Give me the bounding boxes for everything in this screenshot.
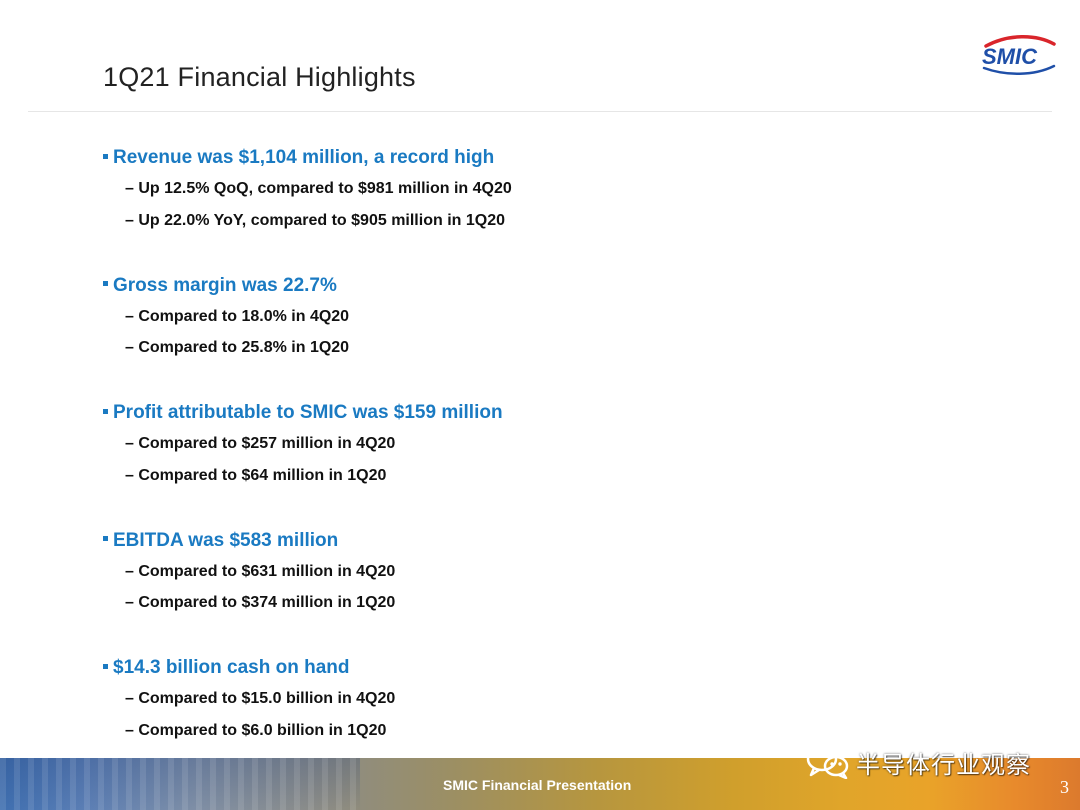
bullet-heading: Revenue was $1,104 million, a record hig… (103, 142, 903, 173)
title-divider (28, 111, 1052, 112)
highlight-section-ebitda: EBITDA was $583 million – Compared to $6… (103, 525, 903, 653)
bullet-heading: Profit attributable to SMIC was $159 mil… (103, 397, 903, 428)
sub-bullet: – Compared to $374 million in 1Q20 (125, 594, 396, 611)
sub-bullet: – Compared to $64 million in 1Q20 (125, 466, 387, 484)
bullet-heading: EBITDA was $583 million (103, 525, 903, 556)
highlight-section-gross-margin: Gross margin was 22.7% – Compared to 18.… (103, 270, 903, 398)
bullet-heading-text: $14.3 billion cash on hand (113, 657, 350, 678)
smic-logo: SMIC (978, 32, 1058, 78)
page-number: 3 (1060, 777, 1069, 797)
wechat-icon (806, 746, 849, 779)
square-bullet-icon (103, 153, 108, 159)
sub-bullet: – Compared to 18.0% in 4Q20 (125, 307, 350, 325)
watermark: 半导体行业观察 (806, 744, 1031, 780)
square-bullet-icon (103, 536, 108, 542)
sub-bullet: – Compared to $6.0 billion in 1Q20 (125, 721, 387, 739)
sub-bullet: – Compared to 25.8% in 1Q20 (125, 339, 350, 356)
sub-bullet: – Up 12.5% QoQ, compared to $981 million… (125, 180, 512, 197)
sub-bullet: – Compared to $15.0 billion in 4Q20 (125, 690, 396, 707)
highlights-list: Revenue was $1,104 million, a record hig… (103, 142, 903, 780)
watermark-text: 半导体行业观察 (856, 750, 1031, 779)
highlight-section-revenue: Revenue was $1,104 million, a record hig… (103, 142, 903, 270)
slide-title: 1Q21 Financial Highlights (103, 62, 416, 92)
square-bullet-icon (103, 408, 108, 414)
bullet-heading: Gross margin was 22.7% (103, 270, 903, 301)
bullet-heading: $14.3 billion cash on hand (103, 652, 903, 683)
highlight-section-profit: Profit attributable to SMIC was $159 mil… (103, 397, 903, 525)
footer-bar: SMIC Financial Presentation (0, 758, 1080, 810)
logo-text: SMIC (982, 44, 1038, 69)
square-bullet-icon (103, 663, 108, 669)
square-bullet-icon (103, 281, 108, 287)
footer-title: SMIC Financial Presentation (443, 777, 632, 793)
bullet-heading-text: EBITDA was $583 million (113, 529, 339, 551)
sub-bullet: – Compared to $257 million in 4Q20 (125, 435, 396, 452)
bullet-heading-text: Gross margin was 22.7% (113, 274, 337, 296)
highlight-section-cash: $14.3 billion cash on hand – Compared to… (103, 652, 903, 780)
sub-bullet: – Compared to $631 million in 4Q20 (125, 562, 396, 580)
bullet-heading-text: Profit attributable to SMIC was $159 mil… (113, 402, 503, 423)
sub-bullet: – Up 22.0% YoY, compared to $905 million… (125, 211, 505, 229)
bullet-heading-text: Revenue was $1,104 million, a record hig… (113, 147, 495, 168)
